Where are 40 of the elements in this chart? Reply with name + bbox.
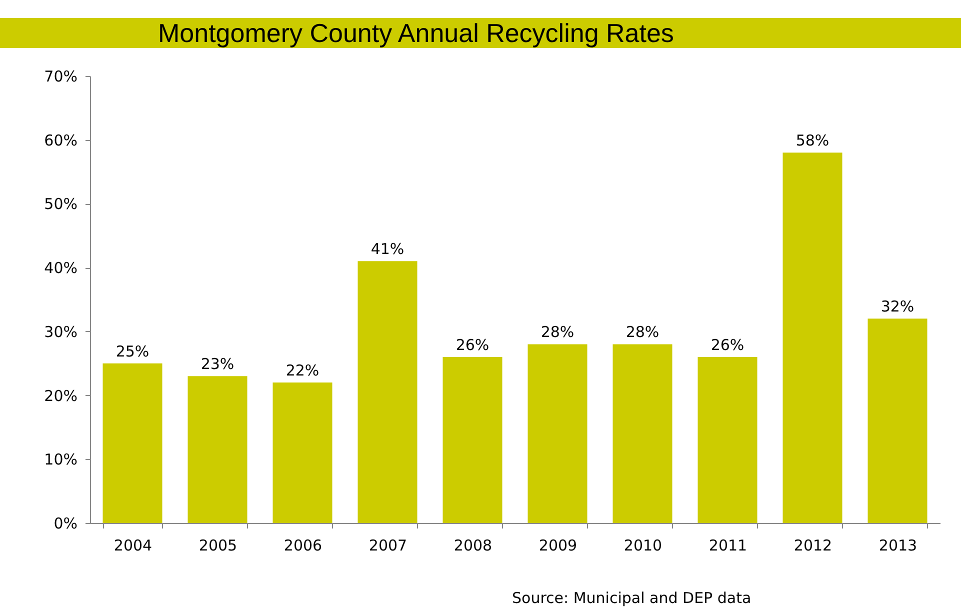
bar — [358, 261, 418, 523]
x-tick-label: 2013 — [878, 536, 918, 554]
x-tick-label: 2005 — [198, 536, 238, 554]
y-tick-label: 20% — [44, 386, 78, 405]
data-label: 28% — [626, 323, 660, 342]
bar — [698, 356, 758, 523]
data-label: 25% — [116, 342, 150, 360]
y-tick-label: 30% — [44, 322, 78, 341]
y-tick-label: 60% — [44, 131, 78, 150]
data-label: 58% — [796, 132, 830, 150]
bar — [442, 356, 502, 523]
data-label: 41% — [370, 240, 404, 258]
data-label: 28% — [540, 323, 574, 342]
chart-title: Montgomery County Annual Recycling Rates — [158, 18, 674, 48]
x-tick-label: 2009 — [538, 536, 578, 554]
y-tick-label: 40% — [44, 259, 78, 278]
bar — [868, 318, 928, 523]
x-tick-label: 2010 — [624, 536, 662, 554]
data-label: 22% — [286, 362, 320, 380]
data-label: 26% — [710, 336, 744, 354]
x-tick-label: 2012 — [794, 536, 832, 554]
x-tick-label: 2006 — [284, 536, 322, 554]
y-tick-label: 0% — [54, 514, 78, 532]
y-tick-label: 50% — [44, 195, 78, 214]
bar — [102, 363, 162, 523]
bar — [188, 376, 248, 523]
x-tick-label: 2008 — [454, 536, 492, 554]
y-tick-label: 10% — [44, 450, 78, 469]
data-label: 26% — [456, 336, 490, 354]
source-note: Source: Municipal and DEP data — [512, 589, 752, 607]
x-tick-label: 2004 — [114, 536, 152, 554]
data-label: 23% — [200, 355, 234, 374]
y-tick-label: 70% — [44, 68, 78, 86]
bar — [782, 152, 842, 523]
x-tick-label: 2011 — [708, 536, 748, 554]
bar — [612, 344, 672, 523]
bar — [272, 382, 332, 523]
bar — [528, 344, 588, 523]
data-label: 32% — [880, 298, 914, 316]
x-tick-label: 2007 — [368, 536, 408, 554]
